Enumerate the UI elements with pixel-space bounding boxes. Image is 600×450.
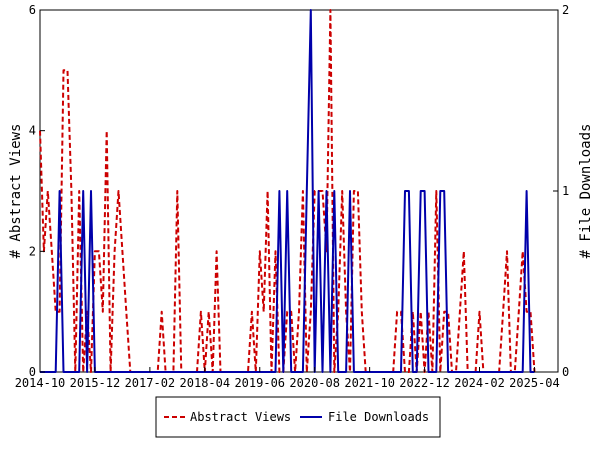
y-right-tick-label: 1 [562,184,569,198]
x-tick-label: 2018-04 [180,376,231,390]
legend-label-file-downloads: File Downloads [328,410,429,424]
axes-layer: 2014-10 2015-12 2017-02 2018-04 2019-06 2020-… [15,3,570,390]
y-left-tick-label: 2 [29,244,36,258]
x-tick-label: 2025-04 [509,376,560,390]
legend: Abstract Views File Downloads [155,396,441,438]
x-tick-label: 2015-12 [70,376,121,390]
y-right-tick-label: 2 [562,3,569,17]
y-right-tick-label: 0 [562,365,569,379]
y-left-tick-label: 6 [29,3,36,17]
y-left-tick-label: 4 [29,124,36,138]
y-axis-left-title: # Abstract Views [8,124,24,259]
legend-box [155,396,441,438]
x-tick-label: 2024-02 [454,376,505,390]
x-tick-label: 2022-12 [399,376,450,390]
x-tick-label: 2014-10 [15,376,66,390]
legend-label-abstract-views: Abstract Views [190,410,291,424]
x-tick-label: 2017-02 [125,376,176,390]
y-axis-right-title: # File Downloads [578,124,594,259]
y-left-tick-label: 0 [29,365,36,379]
x-tick-label: 2020-08 [289,376,340,390]
x-tick-label: 2021-10 [344,376,395,390]
x-tick-label: 2019-06 [234,376,285,390]
series-layer [39,9,536,373]
series-line-file-downloads [40,9,535,373]
